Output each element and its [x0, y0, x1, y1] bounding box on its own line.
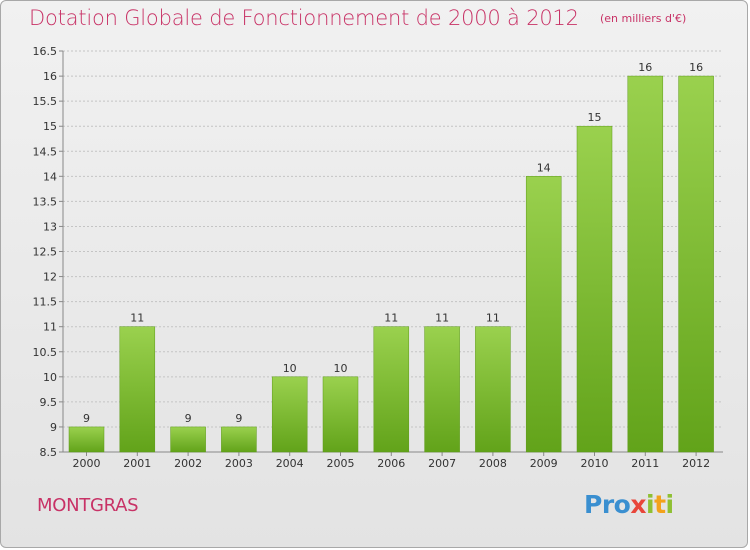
commune-name: MONTGRAS — [37, 495, 139, 516]
data-labels: 9 11 9 9 10 10 11 11 11 14 15 16 16 — [83, 61, 703, 425]
y-tick-label: 13 — [43, 220, 57, 233]
logo-letter: i — [665, 490, 675, 519]
logo-letter: r — [601, 490, 614, 519]
x-tick-label-2008: 2008 — [479, 457, 507, 470]
bar-2012 — [678, 75, 714, 453]
bar-2009 — [525, 176, 562, 453]
bar-2011 — [627, 75, 664, 453]
data-label-2011: 16 — [638, 61, 652, 74]
x-tick-label-2002: 2002 — [174, 457, 202, 470]
y-tick-label: 16.5 — [33, 45, 58, 58]
data-label-2000: 9 — [83, 412, 90, 425]
y-tick-label: 8.5 — [40, 446, 58, 459]
logo-letter: o — [613, 490, 631, 519]
data-label-2012: 16 — [689, 61, 703, 74]
x-tick-labels: 2000 2001 2002 2003 2004 2005 2006 2007 2008 2009… — [73, 457, 711, 470]
data-label-2003: 9 — [235, 412, 242, 425]
y-tick-label: 12.5 — [33, 246, 58, 259]
data-label-2009: 14 — [537, 161, 551, 174]
bar-2001 — [119, 326, 156, 453]
x-tick-label-2010: 2010 — [581, 457, 609, 470]
bar-2008 — [475, 326, 511, 453]
data-label-2001: 11 — [130, 312, 144, 325]
x-tick-label-2003: 2003 — [225, 457, 253, 470]
data-label-2007: 11 — [435, 312, 449, 325]
logo-letter: x — [630, 490, 646, 519]
y-tick-label: 9.5 — [40, 396, 58, 409]
data-label-2010: 15 — [588, 111, 602, 124]
chart-unit: (en milliers d'€) — [599, 11, 687, 25]
y-tick-label: 9 — [50, 421, 57, 434]
logo-letter: i — [646, 490, 655, 519]
bar-2002 — [170, 426, 206, 453]
x-tick-label-2006: 2006 — [377, 457, 405, 470]
chart-title: Dotation Globale de Fonctionnement de 20… — [29, 6, 579, 30]
logo-letter: P — [584, 490, 602, 519]
bar-2006 — [373, 326, 410, 453]
y-tick-label: 15 — [43, 120, 57, 133]
bar-2010 — [576, 125, 613, 453]
y-tick-labels: 8.5 9 9.5 10 10.5 11 11.5 12 12.5 13 13.5 14 14.5 15 1… — [33, 45, 58, 459]
x-tick-label-2009: 2009 — [530, 457, 558, 470]
y-tick-label: 12 — [43, 271, 57, 284]
chart-header: Dotation Globale de Fonctionnement de 20… — [29, 6, 686, 30]
y-tick-label: 13.5 — [33, 195, 58, 208]
x-tick-label-2001: 2001 — [123, 457, 151, 470]
y-tick-label: 14.5 — [33, 145, 58, 158]
bars — [68, 75, 714, 453]
data-label-2006: 11 — [384, 312, 398, 325]
x-tick-label-2012: 2012 — [682, 457, 710, 470]
data-label-2005: 10 — [334, 362, 348, 375]
data-label-2004: 10 — [283, 362, 297, 375]
data-label-2002: 9 — [185, 412, 192, 425]
x-tick-label-2011: 2011 — [631, 457, 659, 470]
bar-2004 — [271, 376, 308, 453]
bar-2003 — [221, 426, 257, 453]
y-tick-label: 11.5 — [33, 296, 58, 309]
y-tick-label: 14 — [43, 170, 57, 183]
logo-letter: t — [654, 490, 666, 519]
y-tick-label: 11 — [43, 321, 57, 334]
data-label-2008: 11 — [486, 312, 500, 325]
bar-2005 — [322, 376, 359, 453]
y-tick-label: 10 — [43, 371, 57, 384]
y-tick-label: 10.5 — [33, 346, 58, 359]
x-tick-label-2004: 2004 — [276, 457, 304, 470]
bar-2000 — [68, 426, 105, 453]
y-tick-label: 15.5 — [33, 95, 58, 108]
proxiti-logo[interactable]: Proxiti — [584, 490, 674, 519]
bar-2007 — [424, 326, 460, 453]
y-tick-label: 16 — [43, 70, 57, 83]
x-tick-label-2007: 2007 — [428, 457, 456, 470]
x-tick-label-2005: 2005 — [327, 457, 355, 470]
x-tick-label-2000: 2000 — [73, 457, 101, 470]
